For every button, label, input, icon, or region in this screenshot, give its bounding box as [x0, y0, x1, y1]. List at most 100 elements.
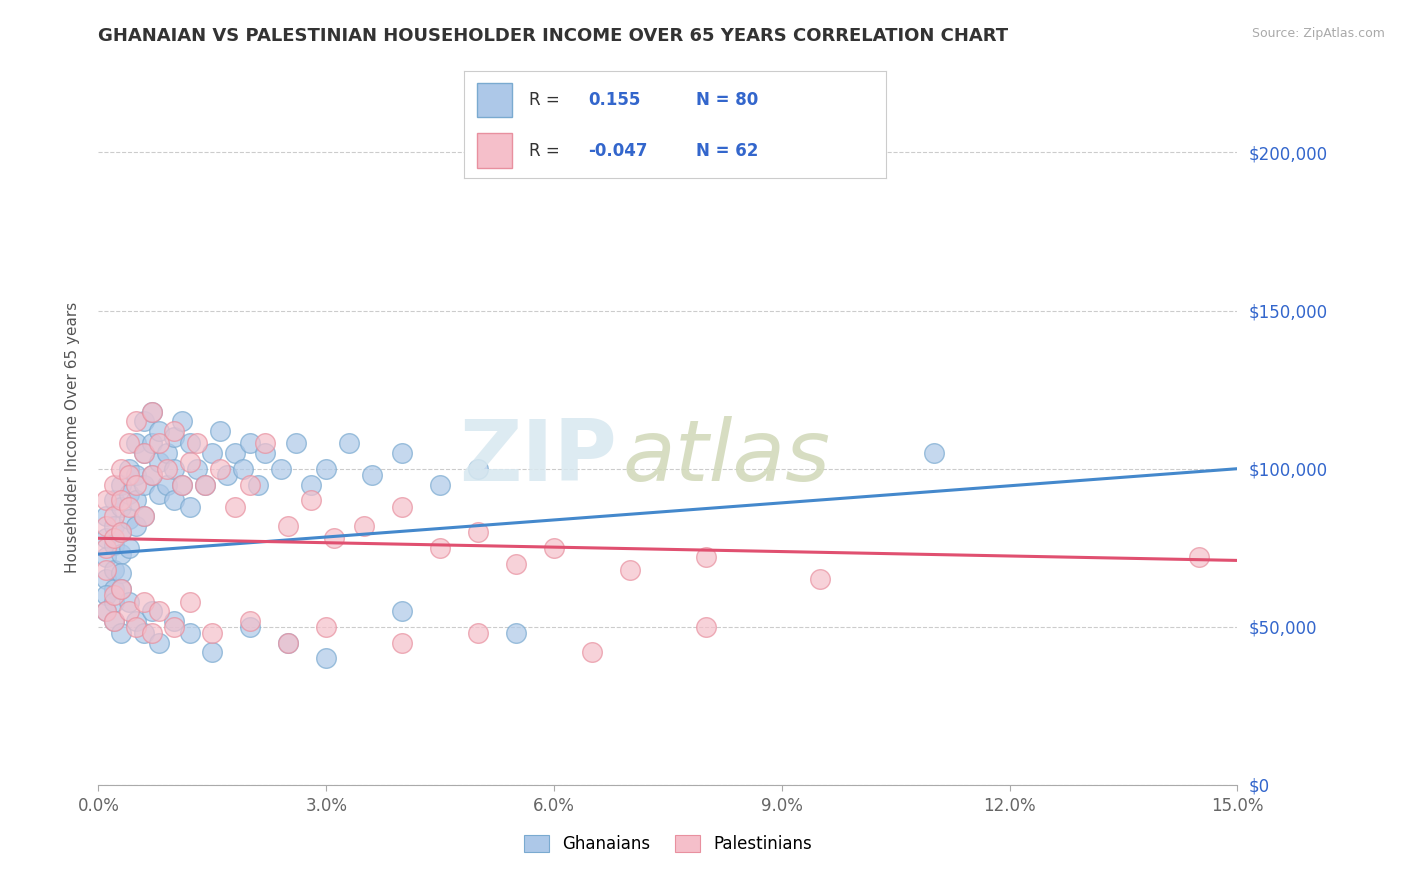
Point [194, 477, 217, 491]
Text: R =: R = [530, 91, 565, 109]
Point [110, 582, 132, 596]
Point [315, 620, 337, 634]
Point [208, 424, 231, 438]
Point [132, 594, 155, 608]
Point [360, 468, 382, 483]
Point [125, 477, 148, 491]
Point [94, 493, 117, 508]
Point [201, 626, 224, 640]
Point [186, 436, 208, 450]
Point [94, 604, 117, 618]
Point [103, 588, 125, 602]
Point [543, 541, 565, 555]
Point [94, 541, 117, 555]
Point [94, 518, 117, 533]
Point [103, 594, 125, 608]
FancyBboxPatch shape [477, 83, 512, 118]
Point [353, 518, 375, 533]
Text: N = 62: N = 62 [696, 142, 758, 160]
Point [110, 547, 132, 561]
Text: 0.155: 0.155 [589, 91, 641, 109]
Point [110, 524, 132, 539]
Point [148, 487, 170, 501]
Point [132, 477, 155, 491]
Point [224, 500, 246, 514]
Point [125, 436, 148, 450]
Point [179, 436, 201, 450]
Point [505, 626, 527, 640]
Point [125, 493, 148, 508]
Point [94, 588, 117, 602]
Point [170, 477, 193, 491]
Point [103, 538, 125, 552]
Point [163, 461, 186, 475]
Point [125, 518, 148, 533]
Point [581, 645, 603, 659]
Legend: Ghanaians, Palestinians: Ghanaians, Palestinians [517, 829, 818, 860]
Point [163, 620, 186, 634]
Point [94, 563, 117, 577]
Point [118, 604, 141, 618]
Point [808, 573, 831, 587]
Point [132, 414, 155, 428]
Point [179, 455, 201, 469]
Point [429, 477, 451, 491]
Point [141, 626, 163, 640]
Point [103, 509, 125, 524]
Point [391, 635, 413, 649]
Point [163, 430, 186, 444]
Point [467, 524, 489, 539]
Point [315, 461, 337, 475]
Point [110, 477, 132, 491]
Point [156, 446, 179, 460]
Point [132, 509, 155, 524]
Point [467, 461, 489, 475]
Point [141, 405, 163, 419]
Point [148, 455, 170, 469]
Point [299, 477, 322, 491]
Y-axis label: Householder Income Over 65 years: Householder Income Over 65 years [65, 301, 80, 573]
Point [94, 509, 117, 524]
Point [141, 436, 163, 450]
Point [110, 500, 132, 514]
Point [94, 604, 117, 618]
Point [246, 477, 269, 491]
Point [208, 461, 231, 475]
Point [141, 468, 163, 483]
Point [103, 614, 125, 628]
Point [110, 626, 132, 640]
Point [132, 509, 155, 524]
Point [429, 541, 451, 555]
Point [118, 512, 141, 526]
Point [170, 477, 193, 491]
Point [922, 446, 945, 460]
Point [110, 524, 132, 539]
Point [232, 461, 254, 475]
Point [239, 614, 262, 628]
Point [110, 566, 132, 580]
Point [141, 604, 163, 618]
Point [125, 468, 148, 483]
Point [103, 477, 125, 491]
Point [94, 531, 117, 545]
Point [467, 626, 489, 640]
Point [141, 405, 163, 419]
Point [156, 477, 179, 491]
Text: Source: ZipAtlas.com: Source: ZipAtlas.com [1251, 27, 1385, 40]
Point [118, 541, 141, 555]
Point [201, 645, 224, 659]
Point [156, 461, 179, 475]
Point [103, 582, 125, 596]
Point [132, 446, 155, 460]
FancyBboxPatch shape [477, 134, 512, 168]
Point [125, 414, 148, 428]
Point [110, 461, 132, 475]
Point [110, 493, 132, 508]
Point [141, 468, 163, 483]
Point [163, 614, 186, 628]
Point [277, 518, 299, 533]
Text: R =: R = [530, 142, 565, 160]
Point [270, 461, 292, 475]
Text: GHANAIAN VS PALESTINIAN HOUSEHOLDER INCOME OVER 65 YEARS CORRELATION CHART: GHANAIAN VS PALESTINIAN HOUSEHOLDER INCO… [98, 27, 1008, 45]
Point [695, 550, 717, 565]
